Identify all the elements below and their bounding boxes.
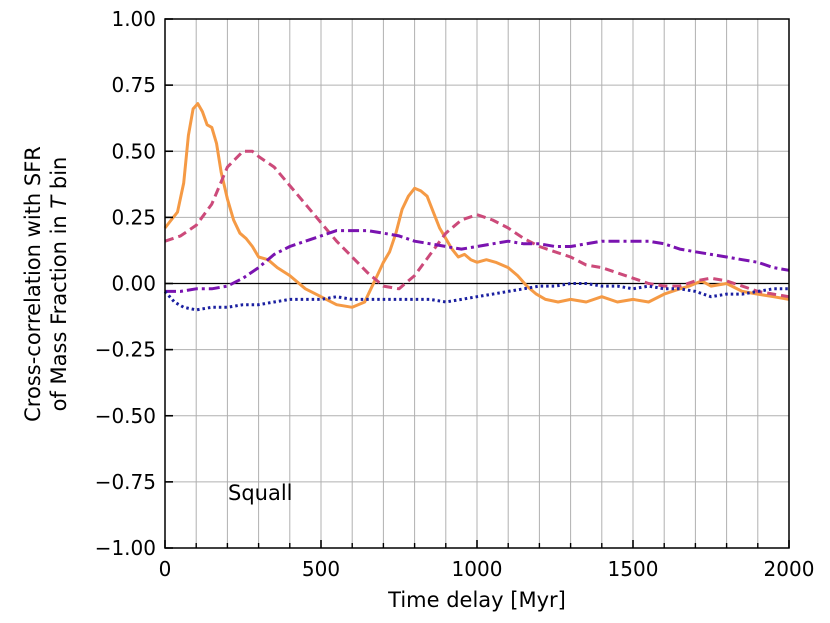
y-axis-label-symbol: T <box>47 194 71 209</box>
y-axis-label-line2: of Mass Fraction in T bin <box>47 157 71 412</box>
y-axis-label-suffix: bin <box>47 157 71 196</box>
y-tick-label: −1.00 <box>95 536 156 560</box>
y-tick-label: 1.00 <box>111 7 156 31</box>
series-line-dashdot <box>165 229 790 293</box>
y-tick-labels: −1.00 −0.75 −0.50 −0.25 0.00 0.25 0.50 0.75 1.00 <box>95 7 156 560</box>
ticks <box>164 18 790 549</box>
series-group <box>163 102 790 312</box>
y-axis-label-prefix: of Mass Fraction in <box>47 209 71 412</box>
y-axis-label-line1: Cross-correlation with SFR <box>21 146 45 422</box>
x-tick-label: 0 <box>159 557 172 581</box>
y-tick-label: 0.00 <box>111 272 156 296</box>
x-axis-label: Time delay [Myr] <box>387 588 566 612</box>
x-tick-label: 1500 <box>608 557 659 581</box>
y-tick-label: −0.50 <box>95 404 156 428</box>
y-tick-label: −0.25 <box>95 338 156 362</box>
x-tick-label: 1000 <box>452 557 503 581</box>
y-tick-label: 0.50 <box>111 139 156 163</box>
x-tick-label: 2000 <box>764 557 815 581</box>
y-tick-label: 0.25 <box>111 205 156 229</box>
y-tick-label: −0.75 <box>95 470 156 494</box>
x-tick-labels: 0 500 1000 1500 2000 <box>159 557 815 581</box>
series-line-solid <box>163 102 790 309</box>
x-tick-label: 500 <box>302 557 340 581</box>
y-tick-label: 0.75 <box>111 73 156 97</box>
series-line-dashed <box>164 149 790 299</box>
annotation-label: Squall <box>228 481 293 505</box>
